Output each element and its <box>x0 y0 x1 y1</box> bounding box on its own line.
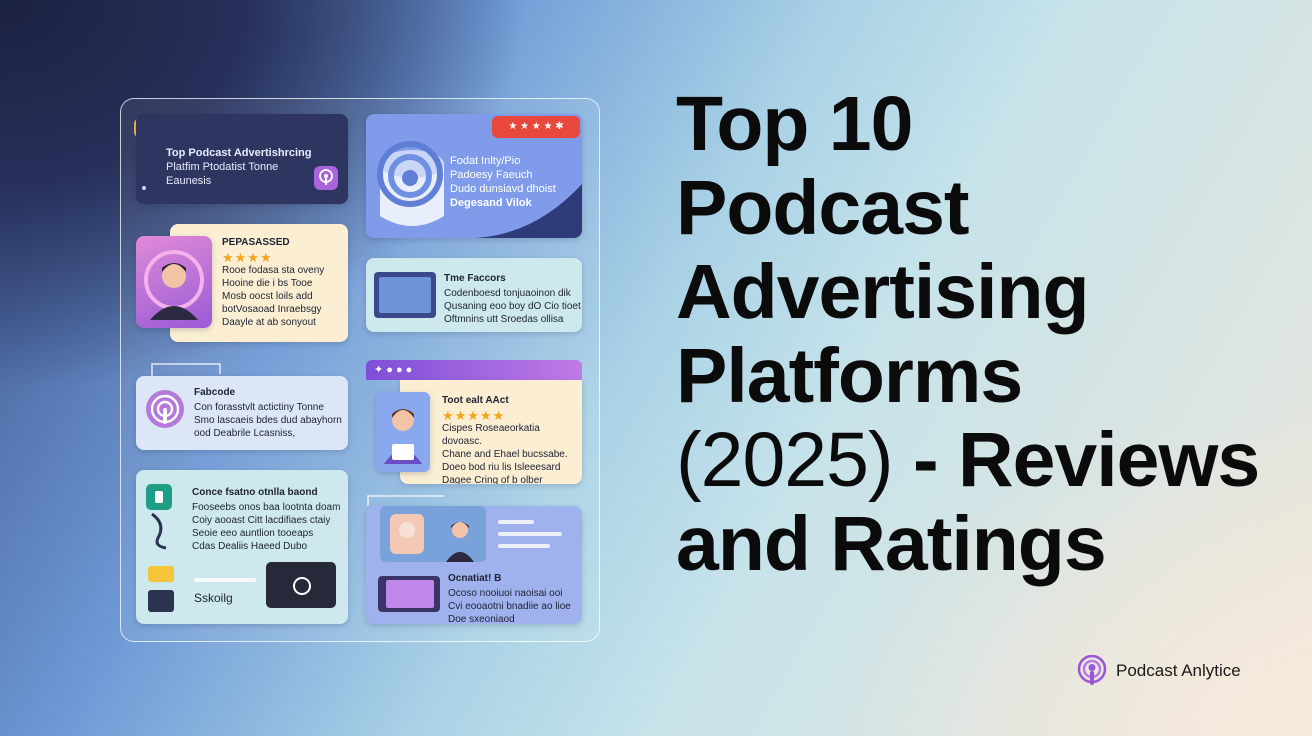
connector-line-2 <box>367 495 444 506</box>
card-5-title: Fabcode <box>194 387 236 398</box>
avatar-purple <box>136 236 212 328</box>
card-top-podcast: Top Podcast Advertishrcing Platfim Ptoda… <box>136 114 348 204</box>
card-2-line-4: Degesand Vilok <box>450 197 532 209</box>
card-8-line-1: Ocoso nooiuoi naoisai ooi <box>448 588 563 599</box>
rating-badge: ★ ★ ★ ★ ✱ <box>492 116 580 138</box>
card-6-line-4: Dagee Cring of b olber <box>442 475 543 484</box>
card-5-line-2: Smo lascaeis bdes dud abayhorn <box>194 415 342 426</box>
purple-header-bar: ✦ ● ● ● <box>366 360 582 380</box>
card-4-title: Tme Faccors <box>444 273 506 284</box>
avatar-blue <box>376 392 430 472</box>
card-the-factors: Tme Faccors Codenboesd tonjuaoinon dik Q… <box>366 258 582 332</box>
card-6-stars: ★★★★★ <box>442 408 506 423</box>
card-3-line-5: Daayle at ab sonyout <box>222 317 316 328</box>
dot-icon <box>142 186 146 190</box>
card-6-text: Toot ealt AAct ★★★★★ Cispes Roseaeorkati… <box>442 394 582 484</box>
card-5-text: Fabcode Con forasstvlt actictiny Tonne S… <box>194 386 342 440</box>
headline-year: (2025) <box>676 417 894 503</box>
card-8-text: Ocnatiat! B Ocoso nooiuoi naoisai ooi Cv… <box>448 572 571 624</box>
card-7-text: Conce fsatno otnlla baond Fooseebs onos … <box>192 486 340 553</box>
wave-decoration <box>476 184 582 238</box>
card-3-stars: ★★★★ <box>222 250 273 265</box>
card-3-title: PEPASASSED <box>222 237 290 248</box>
screen-device-icon <box>378 576 440 612</box>
headline-line-2: Podcast <box>676 165 970 251</box>
card-5-line-1: Con forasstvlt actictiny Tonne <box>194 402 324 413</box>
app-icon-green <box>146 484 172 510</box>
card-8-title: Ocnatiat! B <box>448 573 502 584</box>
card-4-line-3: Oftmnins utt Sroedas ollisa <box>444 314 564 325</box>
sparkle-icon-2: ✦ ● ● ● <box>374 364 413 376</box>
card-3-text: PEPASASSED ★★★★ Rooe fodasa sta oveny Ho… <box>222 236 324 329</box>
cable-icon <box>151 512 167 550</box>
card-7-line-4: Cdas Dealiis Haeed Dubo <box>192 541 308 552</box>
avatar-small-2 <box>446 522 474 562</box>
headline-line-6: and Ratings <box>676 501 1107 587</box>
card-4-text: Tme Faccors Codenboesd tonjuaoinon dik Q… <box>444 272 581 326</box>
card-7-line-2: Coiy aooast Citt lacdifiaes ctaiy <box>192 515 331 526</box>
card-2-line-1: Fodat Inlty/Pio <box>450 155 521 167</box>
connector-line <box>151 363 221 378</box>
podcast-icon <box>1077 655 1107 685</box>
card-6-line-1: Cispes Roseaeorkatia dovoasc. <box>442 423 540 447</box>
card-8-line-3: Doe sxeoniaod <box>448 614 515 624</box>
device-icon <box>148 590 174 612</box>
broadcast-icon <box>146 390 184 428</box>
card-player: Conce fsatno otnlla baond Fooseebs onos … <box>136 470 348 624</box>
card-video-call: Ocnatiat! B Ocoso nooiuoi naoisai ooi Cv… <box>366 506 582 624</box>
placeholder-line-2 <box>498 532 562 536</box>
card-8-line-2: Cvi eooaotni bnadiie ao lioe <box>448 601 571 612</box>
card-2-line-3: Dudo dunsiavd dhoist <box>450 183 556 195</box>
signal-cup-icon <box>377 141 444 226</box>
placeholder-line-1 <box>498 520 534 524</box>
card-1-line-1: Top Podcast Advertishrcing <box>166 147 312 159</box>
card-2-text: Fodat Inlty/Pio Padoesy Faeuch Dudo duns… <box>450 154 556 210</box>
play-button[interactable] <box>266 562 336 608</box>
card-7-line-3: Seoie eeo auntlion tooeaps <box>192 528 314 539</box>
headline-line-1: Top 10 <box>676 81 913 167</box>
yellow-tag-icon <box>148 566 174 582</box>
headline-line-4: Platforms <box>676 333 1023 419</box>
avatar-small-1 <box>390 514 424 554</box>
card-1-line-3: Eaunesis <box>166 175 212 187</box>
headline-reviews: - Reviews <box>892 417 1260 503</box>
card-6-line-2: Chane and Ehael bucssabe. <box>442 449 568 460</box>
progress-bar <box>194 578 256 582</box>
card-top-edit: Toot ealt AAct ★★★★★ Cispes Roseaeorkati… <box>400 380 582 484</box>
card-3-line-2: Hooine die i bs Tooe <box>222 278 313 289</box>
sparkle-icon: ✱ <box>555 121 564 132</box>
video-frame <box>380 506 486 562</box>
card-2-line-2: Padoesy Faeuch <box>450 169 533 181</box>
card-7-line-1: Fooseebs onos baa lootnta doam <box>192 502 341 513</box>
card-6-title: Toot ealt AAct <box>442 395 509 406</box>
card-7-title: Conce fsatno otnlla baond <box>192 487 318 498</box>
card-3-line-3: Mosb oocst loils add <box>222 291 313 302</box>
rating-stars: ★ ★ ★ ★ <box>508 121 553 132</box>
card-4-line-1: Codenboesd tonjuaoinon dik <box>444 288 571 299</box>
card-4-line-2: Qusaning eoo boy dO Cio tioet <box>444 301 581 312</box>
headline-line-3: Advertising <box>676 249 1090 335</box>
placeholder-line-3 <box>498 544 550 548</box>
card-1-line-2: Platfim Ptodatist Tonne <box>166 161 279 173</box>
podcast-app-icon <box>314 166 338 190</box>
card-5-line-3: ood Deabrile Lcasniss, <box>194 428 296 439</box>
card-podcast-activity: Fabcode Con forasstvlt actictiny Tonne S… <box>136 376 348 450</box>
brand-name: Podcast Anlytice <box>1116 661 1241 680</box>
card-3-line-1: Rooe fodasa sta oveny <box>222 265 325 276</box>
play-icon <box>293 577 311 595</box>
card-3-line-4: botVosaoad Inraebsgy <box>222 304 322 315</box>
headline-line-5: (2025) - Reviews <box>676 418 1296 502</box>
card-6-line-3: Doeo bod riu lis Isleeesard <box>442 462 561 473</box>
tablet-icon <box>374 272 436 318</box>
card-7-label: Sskoilg <box>194 591 233 605</box>
card-top-podcast-text: Top Podcast Advertishrcing Platfim Ptoda… <box>166 146 311 188</box>
brand-logo: Podcast Anlytice <box>1076 655 1241 687</box>
headline: Top 10 Podcast Advertising Platforms (20… <box>676 82 1296 586</box>
